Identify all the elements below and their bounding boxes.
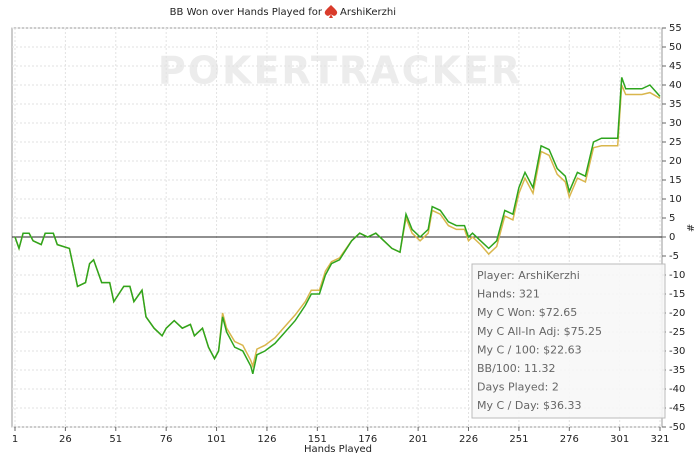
y-tick-label: -10 <box>669 270 685 281</box>
y-tick-label: 20 <box>669 156 682 167</box>
stats-box: Player: ArshiKerzhi Hands: 321 My C Won: $… <box>471 263 666 419</box>
x-tick-label: 76 <box>160 434 173 445</box>
y-tick-label: 10 <box>669 194 682 205</box>
y-tick-label: -30 <box>669 346 685 357</box>
stat-line: Hands: 321 <box>477 288 540 301</box>
y-tick-label: -50 <box>669 422 685 433</box>
y-tick-label: 25 <box>669 137 682 148</box>
x-tick-label: 276 <box>560 434 579 445</box>
stat-line: BB/100: 11.32 <box>477 362 556 375</box>
x-tick-label: 176 <box>358 434 377 445</box>
x-tick-label: 26 <box>59 434 72 445</box>
y-axis-label: # <box>684 224 695 232</box>
x-tick-label: 301 <box>610 434 629 445</box>
y-tick-label: 0 <box>669 232 675 243</box>
y-tick-label: -20 <box>669 308 685 319</box>
x-tick-label: 126 <box>257 434 276 445</box>
x-axis-label: Hands Played <box>304 444 372 453</box>
y-tick-label: -35 <box>669 365 685 376</box>
stat-line: Days Played: 2 <box>477 381 559 394</box>
y-tick-label: -25 <box>669 327 685 338</box>
y-tick-label: 50 <box>669 42 682 53</box>
y-tick-label: -45 <box>669 403 685 414</box>
y-tick-label: 40 <box>669 80 682 91</box>
y-tick-label: -40 <box>669 384 685 395</box>
stat-line: My C Won: $72.65 <box>477 306 577 319</box>
player-name: ArshiKerzhi <box>340 7 396 18</box>
stat-line: My C All-In Adj: $75.25 <box>477 325 602 338</box>
watermark: POKERTRACKER <box>158 49 522 93</box>
x-tick-label: 101 <box>207 434 226 445</box>
chart-title: BB Won over Hands Played for <box>170 7 323 18</box>
x-tick-label: 51 <box>109 434 122 445</box>
stat-line: Player: ArshiKerzhi <box>477 269 580 282</box>
x-tick-label: 201 <box>409 434 428 445</box>
player-icon <box>324 5 338 18</box>
y-tick-label: -15 <box>669 289 685 300</box>
stats-background <box>471 263 666 419</box>
y-tick-label: 5 <box>669 213 675 224</box>
series-line <box>14 77 661 374</box>
stat-line: My C / 100: $22.63 <box>477 343 582 356</box>
y-tick-label: 15 <box>669 175 682 186</box>
x-tick-label: 226 <box>459 434 478 445</box>
y-tick-label: 55 <box>669 23 682 34</box>
x-tick-label: 321 <box>650 434 669 445</box>
y-tick-label: 30 <box>669 118 682 129</box>
x-tick-label: 151 <box>308 434 327 445</box>
stat-line: My C / Day: $36.33 <box>477 399 582 412</box>
x-tick-label: 251 <box>509 434 528 445</box>
x-tick-label: 1 <box>12 434 18 445</box>
y-tick-label: 35 <box>669 99 682 110</box>
y-tick-label: -5 <box>669 251 679 262</box>
y-tick-label: 45 <box>669 61 682 72</box>
